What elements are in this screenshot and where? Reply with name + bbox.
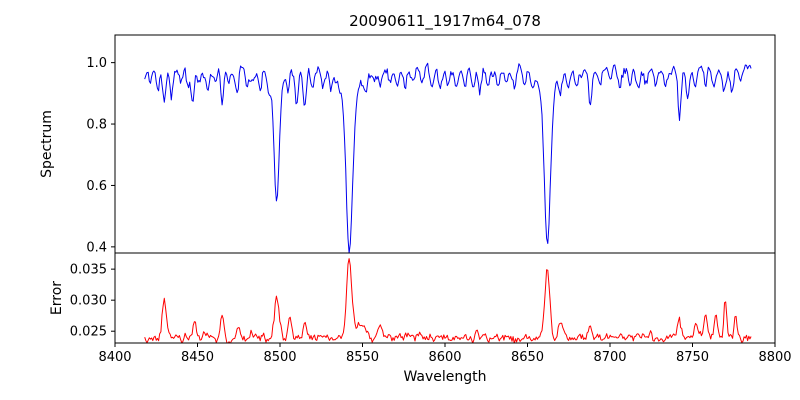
y-tick-label: 0.030 — [70, 294, 107, 309]
x-tick-label: 8450 — [181, 350, 214, 365]
x-tick-label: 8500 — [263, 350, 296, 365]
y-tick-label: 0.025 — [70, 325, 107, 340]
x-tick-label: 8600 — [428, 350, 461, 365]
y-tick-label: 0.4 — [86, 240, 107, 255]
y-axis-label-error: Error — [49, 280, 65, 316]
y-tick-label: 0.6 — [86, 179, 107, 194]
x-tick-label: 8650 — [511, 350, 544, 365]
x-tick-label: 8550 — [346, 350, 379, 365]
y-tick-label: 1.0 — [86, 56, 107, 71]
x-axis-label: Wavelength — [403, 369, 487, 385]
y-tick-label: 0.8 — [86, 118, 107, 133]
spectrum-line — [144, 62, 752, 253]
y-axis-label-spectrum: Spectrum — [39, 110, 55, 178]
x-tick-label: 8700 — [593, 350, 626, 365]
x-tick-label: 8800 — [758, 350, 791, 365]
chart-title: 20090611_1917m64_078 — [349, 12, 541, 30]
x-tick-label: 8400 — [98, 350, 131, 365]
error-line — [144, 258, 752, 343]
y-tick-label: 0.035 — [70, 263, 107, 278]
x-tick-label: 8750 — [676, 350, 709, 365]
